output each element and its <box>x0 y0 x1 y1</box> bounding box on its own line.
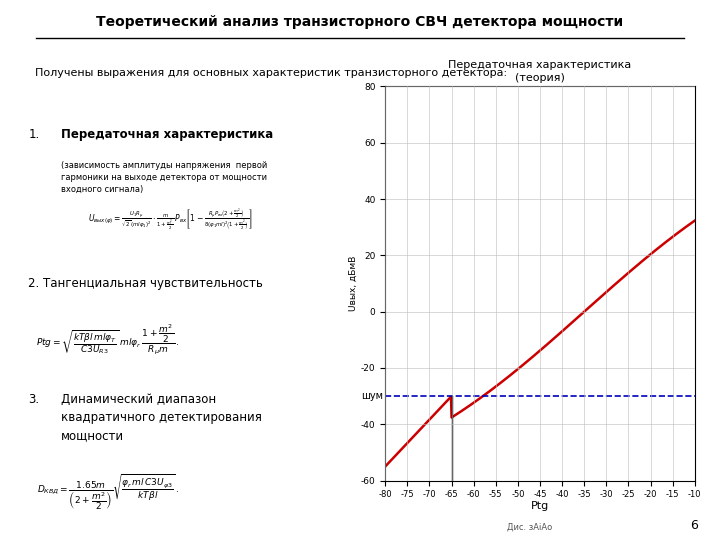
Text: 6: 6 <box>690 519 698 532</box>
Text: шум: шум <box>361 391 383 401</box>
Text: $U_{вых(\varphi)} = \frac{U_1 R_\mu}{\sqrt{2}\,(ml\varphi_1)^2}\cdot\frac{m}{1+\: $U_{вых(\varphi)} = \frac{U_1 R_\mu}{\sq… <box>89 207 253 233</box>
Text: (зависимость амплитуды напряжения  первой
гармоники на выходе детектора от мощно: (зависимость амплитуды напряжения первой… <box>61 161 268 193</box>
Text: $D_{КВД} = \dfrac{1.65m}{\left(2+\dfrac{m^2}{2}\right)}\sqrt{\dfrac{\varphi_r\,m: $D_{КВД} = \dfrac{1.65m}{\left(2+\dfrac{… <box>37 472 179 512</box>
Text: 2. Тангенциальная чувствительность: 2. Тангенциальная чувствительность <box>28 277 263 290</box>
X-axis label: Ptg: Ptg <box>531 501 549 511</box>
Text: Дис. зАiАо: Дис. зАiАо <box>507 523 552 532</box>
Title: Передаточная характеристика
(теория): Передаточная характеристика (теория) <box>449 59 631 83</box>
Text: Передаточная характеристика: Передаточная характеристика <box>61 129 274 141</box>
Text: Получены выражения для основных характеристик транзисторного детектора:: Получены выражения для основных характер… <box>35 68 507 78</box>
Text: Динамический диапазон
квадратичного детектирования
мощности: Динамический диапазон квадратичного дете… <box>61 393 262 442</box>
Text: 3.: 3. <box>28 393 40 406</box>
Y-axis label: Uвых, дБмВ: Uвых, дБмВ <box>349 256 358 311</box>
Text: Теоретический анализ транзисторного СВЧ детектора мощности: Теоретический анализ транзисторного СВЧ … <box>96 15 624 29</box>
Text: 1.: 1. <box>28 129 40 141</box>
Text: $Ptg = \sqrt{\dfrac{kT\beta l\,ml\varphi_T}{C3U_{R3}}}\;ml\varphi_r\;\dfrac{1+\d: $Ptg = \sqrt{\dfrac{kT\beta l\,ml\varphi… <box>36 323 179 357</box>
